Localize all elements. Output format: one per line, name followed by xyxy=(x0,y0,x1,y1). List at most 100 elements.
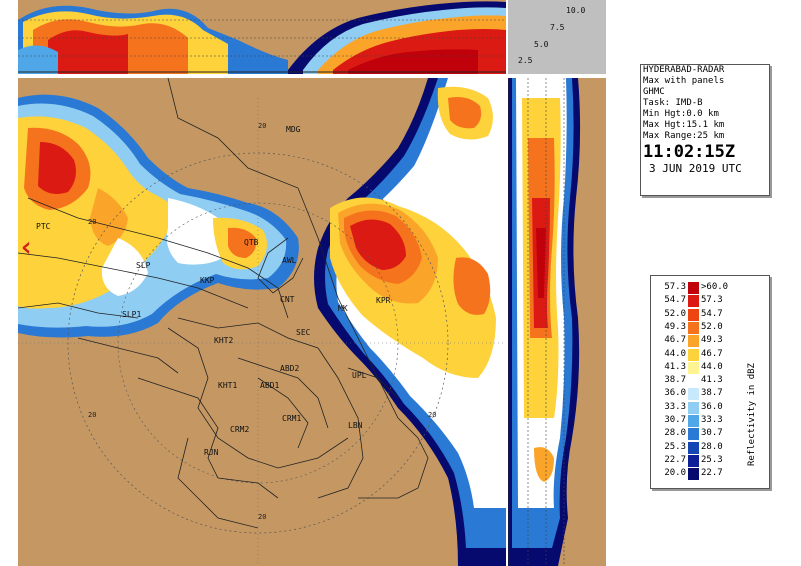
legend-swatch xyxy=(688,415,699,427)
legend-swatch xyxy=(688,295,699,308)
place-label: LBN xyxy=(348,421,363,430)
legend-row: 46.7 49.3 xyxy=(651,335,751,348)
observation-date: 3 JUN 2019 UTC xyxy=(649,162,742,175)
legend-row: 30.7 33.3 xyxy=(651,415,751,428)
reflectivity-legend: 57.3 >60.0 54.7 57.3 52.0 54.7 49.3 52.0 46.7 49.… xyxy=(650,275,770,489)
legend-min-value: 41.3 xyxy=(664,361,686,372)
place-label: AWL xyxy=(282,256,297,265)
place-label: SLP1 xyxy=(122,310,142,319)
legend-row: 38.7 41.3 xyxy=(651,375,751,388)
height-tick-2-5: 2.5 xyxy=(518,56,533,65)
legend-swatch xyxy=(688,282,699,294)
place-label: ABD1 xyxy=(260,381,280,390)
side-cross-section-panel xyxy=(508,78,606,566)
place-label: CNT xyxy=(280,295,295,304)
legend-max-value: 54.7 xyxy=(701,308,723,319)
legend-min-value: 30.7 xyxy=(664,415,686,425)
range-ring-label: 20 xyxy=(88,218,97,226)
place-label: KHT2 xyxy=(214,336,234,345)
radar-map-panel[interactable]: 20 20 20 20 20 MDG PTC QTB SLP KKP AWL C… xyxy=(18,78,506,566)
legend-swatch xyxy=(688,375,699,388)
legend-row: 20.0 22.7 xyxy=(651,468,751,481)
legend-min-value: 36.0 xyxy=(664,388,686,399)
place-label: KPR xyxy=(376,296,391,305)
legend-swatch xyxy=(688,348,699,361)
legend-row: 36.0 38.7 xyxy=(651,388,751,401)
legend-swatch xyxy=(688,428,699,441)
legend-row: 22.7 25.3 xyxy=(651,454,751,468)
legend-max-value: 30.7 xyxy=(701,428,723,439)
radar-info-box: HYDERABAD-RADAR Max with panels GHMC Tas… xyxy=(640,64,770,196)
info-line: GHMC xyxy=(643,87,665,97)
legend-max-value: 49.3 xyxy=(701,335,723,346)
legend-max-value: 41.3 xyxy=(701,375,723,386)
legend-min-value: 54.7 xyxy=(664,295,686,306)
legend-max-value: 22.7 xyxy=(701,468,723,479)
legend-title: Reflectivity in dBZ xyxy=(747,363,757,466)
place-label: MK xyxy=(338,304,348,313)
legend-max-value: 57.3 xyxy=(701,295,723,306)
place-label: CRM1 xyxy=(282,414,302,423)
info-line: Max Hgt:15.1 km xyxy=(643,120,725,130)
previous-arrow-icon[interactable]: ‹ xyxy=(18,230,35,263)
observation-time: 11:02:15Z xyxy=(643,142,736,162)
legend-row: 52.0 54.7 xyxy=(651,308,751,322)
legend-row: 44.0 46.7 xyxy=(651,348,751,362)
legend-max-value: 38.7 xyxy=(701,388,723,399)
legend-min-value: 20.0 xyxy=(664,468,686,479)
range-ring-label: 20 xyxy=(258,513,267,521)
legend-row: 49.3 52.0 xyxy=(651,321,751,335)
place-label: KKP xyxy=(200,276,215,285)
height-tick-5: 5.0 xyxy=(534,40,549,49)
legend-swatch xyxy=(688,401,699,414)
place-label: KHT1 xyxy=(218,381,238,390)
range-ring-label: 20 xyxy=(258,122,267,130)
legend-row: 25.3 28.0 xyxy=(651,441,751,455)
legend-row: 57.3 >60.0 xyxy=(651,282,751,295)
legend-row: 33.3 36.0 xyxy=(651,401,751,415)
legend-max-value: 25.3 xyxy=(701,454,723,465)
legend-max-value: >60.0 xyxy=(701,282,729,292)
legend-min-value: 22.7 xyxy=(664,454,686,465)
legend-max-value: 33.3 xyxy=(701,415,723,425)
legend-swatch xyxy=(688,468,699,481)
legend-row: 28.0 30.7 xyxy=(651,428,751,441)
place-label: ABD2 xyxy=(280,364,300,373)
height-scale-corner: 10.0 7.5 5.0 2.5 xyxy=(508,0,606,74)
range-ring-label: 20 xyxy=(428,411,437,419)
legend-swatch xyxy=(688,361,699,374)
place-label: UPL xyxy=(352,371,367,380)
legend-swatch xyxy=(688,388,699,401)
info-line: Max with panels xyxy=(643,76,725,86)
legend-swatch xyxy=(688,441,699,454)
place-label: QTB xyxy=(244,238,259,247)
legend-min-value: 25.3 xyxy=(664,441,686,452)
height-tick-7-5: 7.5 xyxy=(550,23,565,32)
legend-min-value: 49.3 xyxy=(664,321,686,332)
legend-max-value: 28.0 xyxy=(701,441,723,452)
reflectivity-field xyxy=(18,78,506,566)
legend-min-value: 33.3 xyxy=(664,401,686,412)
place-label: CRM2 xyxy=(230,425,250,434)
place-label: PTC xyxy=(36,222,51,231)
place-label: RJN xyxy=(204,448,219,457)
range-ring-label: 20 xyxy=(88,411,97,419)
legend-swatch xyxy=(688,321,699,334)
legend-min-value: 44.0 xyxy=(664,348,686,359)
legend-max-value: 46.7 xyxy=(701,348,723,359)
legend-swatch xyxy=(688,308,699,321)
legend-min-value: 57.3 xyxy=(664,282,686,292)
legend-min-value: 38.7 xyxy=(664,375,686,386)
info-line: Max Range:25 km xyxy=(643,131,725,141)
legend-max-value: 36.0 xyxy=(701,401,723,412)
legend-min-value: 52.0 xyxy=(664,308,686,319)
legend-swatch xyxy=(688,335,699,348)
info-line: Task: IMD-B xyxy=(643,98,703,108)
side-echo-layer xyxy=(508,78,581,566)
height-tick-10: 10.0 xyxy=(566,6,586,15)
legend-min-value: 28.0 xyxy=(664,428,686,439)
info-line: Min Hgt:0.0 km xyxy=(643,109,719,119)
legend-row: 54.7 57.3 xyxy=(651,295,751,308)
top-echo-layer xyxy=(18,1,506,74)
place-label: SLP xyxy=(136,261,151,270)
